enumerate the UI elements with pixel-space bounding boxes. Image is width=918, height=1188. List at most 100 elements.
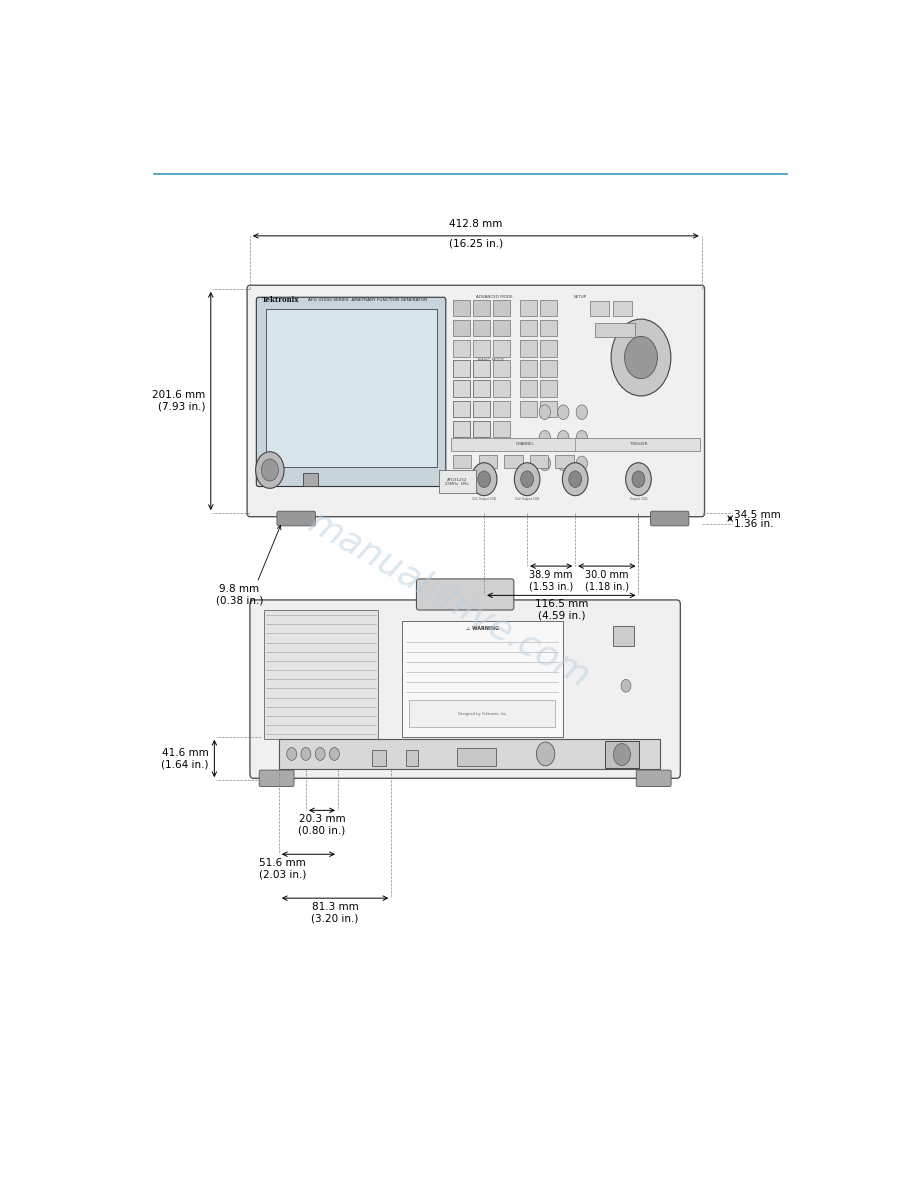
Circle shape	[569, 470, 582, 487]
Bar	[473, 421, 490, 437]
Bar	[520, 340, 537, 356]
Bar	[406, 750, 418, 766]
Bar	[613, 301, 632, 316]
Circle shape	[624, 336, 657, 379]
FancyBboxPatch shape	[247, 285, 704, 517]
Text: 38.9 mm
(1.53 in.): 38.9 mm (1.53 in.)	[529, 570, 574, 592]
FancyBboxPatch shape	[277, 511, 316, 526]
Bar	[493, 400, 509, 417]
Bar	[453, 360, 470, 377]
Bar	[613, 626, 634, 646]
Text: AFG 31000 SERIES  ARBITRARY FUNCTION GENERATOR: AFG 31000 SERIES ARBITRARY FUNCTION GENE…	[308, 298, 428, 302]
Text: 412.8 mm: 412.8 mm	[449, 220, 502, 229]
Text: manualshive.com: manualshive.com	[302, 505, 596, 695]
Circle shape	[315, 747, 325, 760]
Bar	[453, 340, 470, 356]
Bar	[453, 299, 470, 316]
Bar	[530, 455, 548, 468]
Bar	[473, 400, 490, 417]
Bar	[493, 421, 509, 437]
Bar	[590, 301, 609, 316]
Bar	[473, 380, 490, 397]
Bar	[453, 421, 470, 437]
Bar	[540, 340, 557, 356]
Text: Ch2 Output 50Ω: Ch2 Output 50Ω	[515, 498, 539, 501]
Circle shape	[557, 405, 569, 419]
Bar	[520, 380, 537, 397]
Circle shape	[557, 456, 569, 470]
Bar	[520, 360, 537, 377]
Text: (16.25 in.): (16.25 in.)	[449, 239, 503, 248]
Bar	[555, 455, 574, 468]
Text: 81.3 mm
(3.20 in.): 81.3 mm (3.20 in.)	[311, 902, 359, 923]
Circle shape	[557, 430, 569, 446]
Bar	[453, 380, 470, 397]
Text: AFG31252
25MHz  1Ms: AFG31252 25MHz 1Ms	[445, 478, 469, 486]
Bar	[453, 400, 470, 417]
Circle shape	[301, 747, 311, 760]
Bar	[473, 360, 490, 377]
Circle shape	[577, 456, 588, 470]
Bar	[493, 380, 509, 397]
Bar	[453, 380, 470, 397]
Bar	[473, 380, 490, 397]
Bar	[279, 739, 660, 769]
Bar	[473, 299, 490, 316]
Bar	[265, 309, 437, 467]
Circle shape	[613, 744, 631, 765]
Text: 51.6 mm
(2.03 in.): 51.6 mm (2.03 in.)	[259, 858, 306, 879]
Bar	[372, 750, 386, 766]
Text: Output 50Ω: Output 50Ω	[630, 498, 647, 501]
Circle shape	[330, 747, 340, 760]
Bar	[540, 320, 557, 336]
Bar	[493, 340, 509, 356]
Bar	[540, 380, 557, 397]
Text: 20.3 mm
(0.80 in.): 20.3 mm (0.80 in.)	[298, 814, 345, 835]
Bar	[520, 320, 537, 336]
Text: 1.36 in.: 1.36 in.	[734, 519, 774, 529]
Bar	[293, 626, 314, 646]
Circle shape	[563, 463, 588, 495]
Bar	[540, 299, 557, 316]
Bar	[473, 360, 490, 377]
Bar	[493, 360, 509, 377]
Text: 116.5 mm
(4.59 in.): 116.5 mm (4.59 in.)	[534, 599, 588, 620]
Text: 30.0 mm
(1.18 in.): 30.0 mm (1.18 in.)	[585, 570, 629, 592]
FancyBboxPatch shape	[651, 511, 688, 526]
Text: Ch1 Output 50Ω: Ch1 Output 50Ω	[472, 498, 497, 501]
Bar	[453, 320, 470, 336]
Text: Designed by Tektronix, Inc.: Designed by Tektronix, Inc.	[457, 712, 507, 715]
Circle shape	[611, 320, 671, 396]
FancyBboxPatch shape	[417, 579, 514, 609]
Text: ADVANCED MODE: ADVANCED MODE	[476, 296, 512, 299]
Text: 201.6 mm
(7.93 in.): 201.6 mm (7.93 in.)	[151, 390, 205, 412]
Bar	[451, 438, 700, 450]
Circle shape	[286, 747, 297, 760]
Text: 9.8 mm
(0.38 in.): 9.8 mm (0.38 in.)	[216, 584, 263, 606]
Circle shape	[521, 470, 533, 487]
Bar	[520, 400, 537, 417]
Circle shape	[262, 459, 278, 481]
Bar	[456, 748, 496, 766]
Bar	[540, 360, 557, 377]
Text: BASIC MODE: BASIC MODE	[478, 358, 505, 361]
Bar	[504, 455, 522, 468]
Circle shape	[633, 470, 644, 487]
Text: Tektronix: Tektronix	[262, 296, 299, 304]
Circle shape	[514, 463, 540, 495]
Circle shape	[255, 451, 284, 488]
Bar	[409, 700, 555, 727]
Circle shape	[621, 680, 631, 693]
Text: ⚠ WARNING: ⚠ WARNING	[465, 626, 498, 631]
Circle shape	[536, 742, 554, 766]
Circle shape	[477, 470, 490, 487]
Circle shape	[471, 463, 497, 495]
Bar	[453, 421, 470, 437]
Bar	[453, 400, 470, 417]
Bar	[473, 400, 490, 417]
Bar	[493, 320, 509, 336]
Bar	[473, 340, 490, 356]
Circle shape	[577, 405, 588, 419]
Bar	[303, 473, 318, 486]
Circle shape	[577, 430, 588, 446]
